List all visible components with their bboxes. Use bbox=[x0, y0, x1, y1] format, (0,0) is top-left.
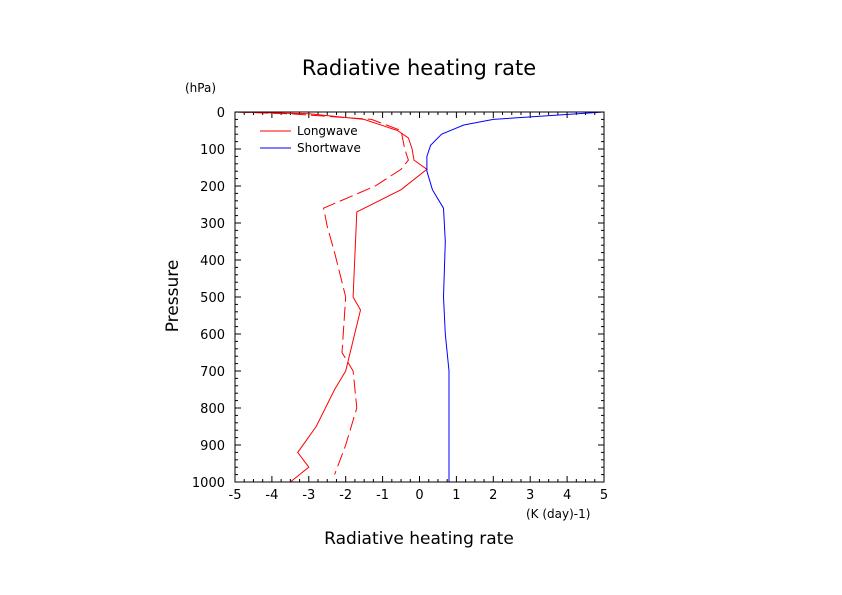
axis-tick-labels: -5 -4 -3 -2 -1 0 1 2 3 4 5 0 100 200 300 400 500 600 700 80… bbox=[192, 106, 608, 503]
y-tick-label: 800 bbox=[200, 402, 225, 417]
x-tick-label: 5 bbox=[600, 488, 608, 503]
y-tick-label: 1000 bbox=[192, 476, 225, 491]
chart-series bbox=[234, 111, 605, 483]
axis-ticks bbox=[234, 111, 605, 483]
series-line-2-shortwave bbox=[426, 111, 605, 482]
x-tick-label: 2 bbox=[489, 488, 497, 503]
x-tick-label: -5 bbox=[229, 488, 242, 503]
y-tick-label: 300 bbox=[200, 217, 225, 232]
legend-label-shortwave: Shortwave bbox=[297, 141, 361, 155]
y-tick-label: 0 bbox=[217, 106, 225, 121]
y-tick-label: 200 bbox=[200, 180, 225, 195]
legend: Longwave Shortwave bbox=[260, 124, 361, 155]
x-tick-label: 1 bbox=[452, 488, 460, 503]
y-axis-title: Pressure bbox=[163, 260, 183, 333]
y-tick-label: 900 bbox=[200, 439, 225, 454]
y-tick-label: 500 bbox=[200, 291, 225, 306]
x-unit-label: (K (day)-1) bbox=[526, 507, 590, 521]
y-tick-label: 600 bbox=[200, 328, 225, 343]
x-tick-label: -4 bbox=[265, 488, 278, 503]
x-tick-label: -1 bbox=[376, 488, 389, 503]
series-line-1-longwave-dashed bbox=[234, 111, 409, 475]
y-tick-label: 700 bbox=[200, 365, 225, 380]
x-tick-label: -3 bbox=[302, 488, 315, 503]
y-unit-label: (hPa) bbox=[185, 81, 216, 95]
y-tick-label: 400 bbox=[200, 254, 225, 269]
x-axis-title: Radiative heating rate bbox=[324, 529, 514, 549]
x-tick-label: -2 bbox=[339, 488, 352, 503]
y-tick-label: 100 bbox=[200, 143, 225, 158]
chart-title: Radiative heating rate bbox=[302, 56, 536, 80]
x-tick-label: 0 bbox=[415, 488, 423, 503]
plot-frame bbox=[234, 111, 605, 483]
x-tick-label: 4 bbox=[563, 488, 571, 503]
legend-label-longwave: Longwave bbox=[297, 124, 358, 138]
x-tick-label: 3 bbox=[526, 488, 534, 503]
series-line-0-longwave bbox=[234, 111, 428, 483]
